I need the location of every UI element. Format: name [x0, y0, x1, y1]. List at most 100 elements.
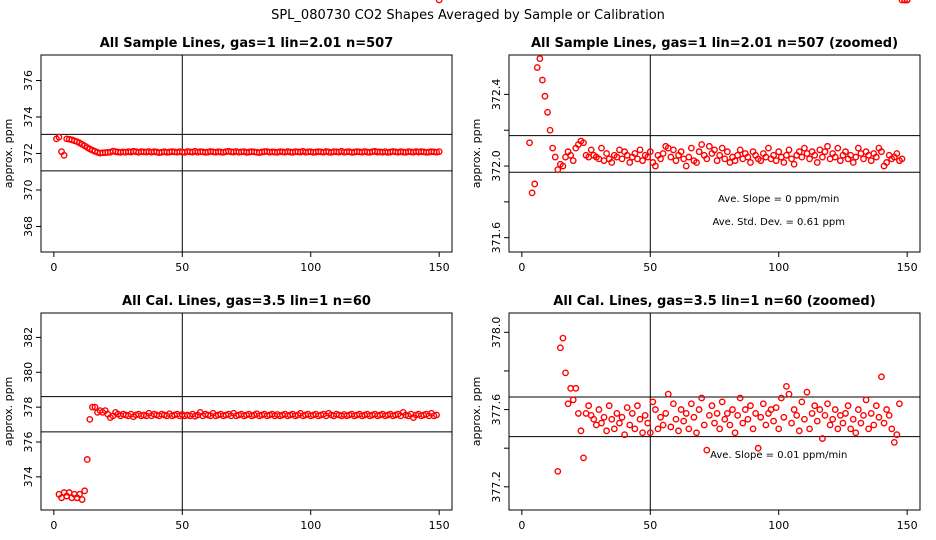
- panel4-point: [785, 390, 793, 398]
- panel4-point: [834, 425, 842, 433]
- panel4-point: [862, 396, 870, 404]
- panel2-point: [682, 162, 690, 170]
- panel4-point: [603, 427, 611, 435]
- panel4-point: [821, 411, 829, 419]
- panel4-point: [896, 400, 903, 408]
- panel4-point: [783, 382, 790, 390]
- panel3-point: [88, 403, 96, 411]
- panel4-xtick-label: 100: [768, 519, 789, 532]
- panel4-point: [721, 415, 729, 423]
- panel2-point: [526, 139, 533, 147]
- panel2-point: [659, 150, 667, 157]
- panel4-point: [608, 415, 616, 423]
- panel4-point: [613, 410, 621, 417]
- panel2-point: [780, 159, 788, 166]
- panel3-xtick-label: 0: [50, 519, 57, 532]
- panel2-point: [842, 148, 849, 156]
- panel2-point: [652, 162, 659, 170]
- panel4-point: [698, 394, 706, 402]
- panel4-point: [736, 394, 744, 402]
- panel3-point: [81, 487, 89, 495]
- panel3-ytick-label: 382: [22, 327, 35, 348]
- panel4-point: [816, 406, 824, 413]
- panel2-point: [598, 144, 605, 152]
- panel4-point: [795, 427, 803, 435]
- panel4-point: [618, 413, 626, 421]
- panel2-point: [723, 148, 731, 156]
- panel4-ytick-label: 378.0: [490, 317, 503, 349]
- panel4-point: [718, 398, 726, 406]
- panel2-xtick-label: 150: [897, 261, 918, 274]
- panel2-point: [785, 146, 793, 154]
- panel2-point: [705, 142, 713, 150]
- panel4-point: [585, 402, 593, 410]
- panel2-points: [526, 0, 911, 197]
- panel4-point: [616, 419, 623, 427]
- panel2-point: [824, 142, 831, 150]
- panel4-point: [711, 419, 718, 427]
- panel4-point: [662, 410, 670, 417]
- panel2-point: [836, 157, 844, 165]
- panel1-point: [55, 133, 63, 141]
- panel4-point: [878, 373, 885, 381]
- panel2-point: [716, 151, 724, 159]
- panel2-ylabel: approx. ppm: [470, 119, 483, 189]
- panel3-point: [78, 496, 86, 503]
- panel2-point: [721, 155, 729, 163]
- panel4-point: [554, 467, 562, 475]
- panel2-annotation-1: Ave. Slope = 0 ppm/min: [718, 194, 839, 205]
- panel4-point: [752, 410, 759, 417]
- panel4-point: [644, 419, 652, 427]
- panel4-point: [780, 413, 788, 421]
- panel2-point: [549, 144, 557, 152]
- panel4-point: [562, 369, 569, 377]
- panel3-ytick-label: 380: [22, 362, 35, 383]
- panel4-point: [716, 425, 724, 433]
- panel4-point: [628, 410, 636, 417]
- panel2-frame: [508, 54, 921, 253]
- panel2-point: [559, 162, 567, 170]
- panel2-point: [693, 159, 700, 166]
- panel4-point: [680, 417, 688, 425]
- panel3-ytick-label: 376: [22, 432, 35, 453]
- panel4-point: [775, 425, 783, 433]
- panel3-title: All Cal. Lines, gas=3.5 lin=1 n=60: [122, 294, 371, 309]
- panel2-point: [646, 148, 654, 156]
- panel4-point: [854, 406, 862, 413]
- panel4-point: [700, 421, 708, 429]
- panel2-point: [872, 153, 880, 161]
- panel4-ylabel: approx. ppm: [470, 377, 483, 447]
- panel2-point: [860, 155, 867, 163]
- panel1-xtick-label: 50: [175, 261, 189, 274]
- panel2-point: [867, 157, 875, 165]
- panel1: All Sample Lines, gas=1 lin=2.01 n=507 0 5…: [2, 36, 453, 274]
- panel3-xtick-label: 100: [300, 519, 321, 532]
- panel4-ytick-label: 377.6: [490, 394, 503, 426]
- panel2-point: [801, 144, 808, 152]
- panel2-point: [854, 144, 862, 152]
- panel2-point: [626, 159, 634, 166]
- figure-title: SPL_080730 CO2 Shapes Averaged by Sample…: [271, 8, 665, 23]
- panel4-point: [801, 415, 808, 423]
- panel2-point: [551, 153, 559, 161]
- panel2-point: [813, 159, 821, 166]
- panel4-point: [762, 421, 770, 429]
- panel4-point: [572, 384, 580, 392]
- panel1-xtick-label: 100: [300, 261, 321, 274]
- panel4-ytick-label: 377.2: [490, 471, 503, 503]
- panel2-point: [734, 151, 742, 159]
- panel2-xtick-label: 100: [768, 261, 789, 274]
- panel3-ytick-label: 374: [22, 466, 35, 487]
- panel4-point: [793, 411, 801, 419]
- panel4-point: [860, 411, 867, 419]
- panel4-point: [747, 402, 754, 410]
- panel4-point: [636, 415, 644, 423]
- panel4-point: [808, 410, 816, 417]
- panel2-point: [698, 141, 706, 148]
- panel4-point: [749, 425, 757, 433]
- panel2-point: [772, 157, 780, 165]
- panel4-point: [847, 425, 855, 433]
- panel3-frame: [40, 312, 453, 511]
- panel4-point: [556, 344, 564, 352]
